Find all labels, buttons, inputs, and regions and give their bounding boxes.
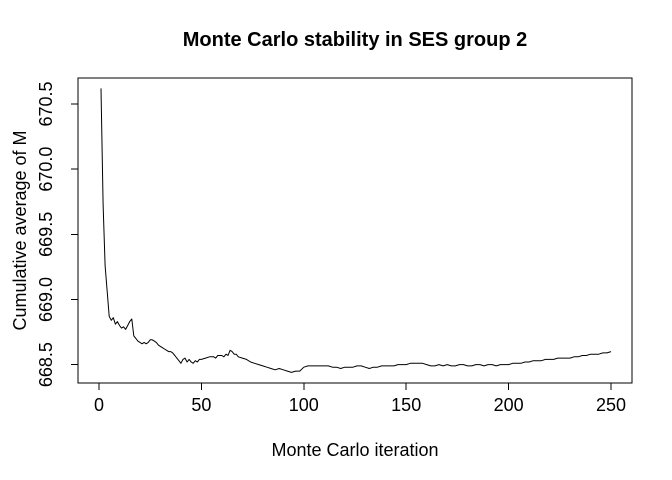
x-axis-tick-label: 100 bbox=[289, 395, 319, 415]
chart-title: Monte Carlo stability in SES group 2 bbox=[183, 29, 527, 51]
y-axis-tick-label: 670.0 bbox=[36, 147, 56, 192]
x-axis-tick-label: 200 bbox=[494, 395, 524, 415]
x-axis-tick-label: 0 bbox=[94, 395, 104, 415]
x-axis-tick-label: 50 bbox=[191, 395, 211, 415]
x-axis-label: Monte Carlo iteration bbox=[271, 440, 438, 460]
x-axis-tick-label: 250 bbox=[596, 395, 626, 415]
y-axis-tick-label: 669.5 bbox=[36, 212, 56, 257]
x-axis-tick-label: 150 bbox=[391, 395, 421, 415]
cumulative-average-line bbox=[100, 88, 612, 373]
chart-generated-layer: 0 50 100 150 200 250 668.5 669.0 669.5 670.0 670.5 bbox=[36, 77, 633, 415]
y-axis-label: Cumulative average of M bbox=[10, 130, 30, 330]
plot-box bbox=[77, 77, 633, 384]
y-axis-tick-label: 668.5 bbox=[36, 342, 56, 387]
y-axis-tick-label: 670.5 bbox=[36, 81, 56, 126]
y-axis-tick-label: 669.0 bbox=[36, 277, 56, 322]
